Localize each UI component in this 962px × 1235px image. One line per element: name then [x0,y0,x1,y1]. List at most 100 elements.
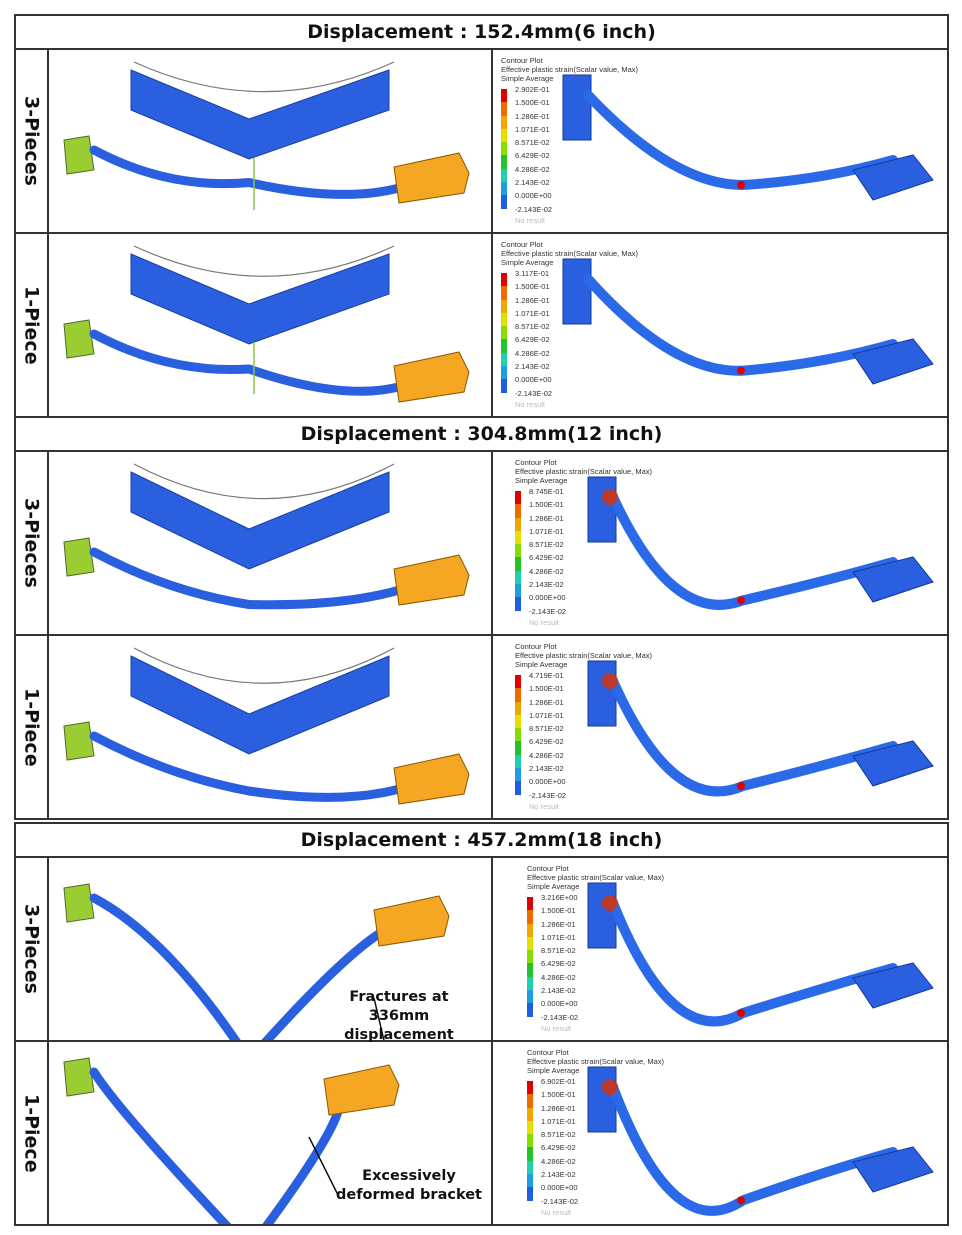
legend-color-swatch [515,504,521,518]
deformation-svg [63,463,470,610]
deformation-svg [63,1057,400,1224]
legend-value: -2.143E-02 [501,203,638,216]
contour-legend: Contour Plot Effective plastic strain(Sca… [515,642,652,811]
bracket-strain-spot [602,1079,618,1095]
row-label-text: 3-Pieces [20,498,43,588]
legend-color-swatch [515,491,521,505]
row-label: 1-Piece [16,234,49,416]
left-bracket-shape [63,1057,95,1097]
legend-value-text: 1.286E-01 [541,919,576,929]
legend-value-text: 8.571E-02 [541,1130,576,1140]
left-bracket-shape [63,135,95,175]
legend-method: Simple Average [515,476,568,485]
legend-value: 1.500E-01 [501,280,638,300]
legend-value: 3.216E+00 [527,891,664,911]
left-bracket-shape [63,883,95,923]
beam-shape [89,893,394,1040]
legend-color-swatch [527,1107,533,1121]
legend-value-text: 0.000E+00 [529,593,566,603]
legend-value: 3.117E-01 [501,267,638,287]
legend-value-text: 1.500E-01 [515,98,550,108]
legend-value: 8.571E-02 [501,320,638,340]
legend-method: Simple Average [501,258,554,267]
legend-value: 4.286E-02 [501,347,638,367]
right-bracket-shape [393,753,470,805]
contour-svg [587,476,934,610]
legend-value-text: 1.286E-01 [515,295,550,305]
legend-value: 0.000E+00 [515,591,652,611]
legend-value-text: 4.286E-02 [529,750,564,760]
reference-arc [133,245,395,277]
legend-value-text: 1.286E-01 [529,697,564,707]
legend-value: 1.286E-01 [515,696,652,715]
legend-color-swatch [501,286,507,300]
row-label: 1-Piece [16,636,49,818]
legend-value-text: 6.429E-02 [515,335,550,345]
legend-color-swatch [527,1081,533,1095]
deformation-view: Fractures at 336mm displacement [49,858,493,1043]
legend-value: 1.071E-01 [501,123,638,143]
zoom-inset-beam [130,655,390,755]
contour-svg [562,258,934,385]
left-bracket-contour [562,258,592,325]
legend-value: 1.071E-01 [515,709,652,729]
legend-value-text: 6.429E-02 [529,553,564,563]
legend-value-text: 1.071E-01 [529,526,564,536]
legend-value-text: 1.071E-01 [541,1116,576,1126]
left-bracket-shape [63,721,95,761]
legend-value-text: 6.429E-02 [515,151,550,161]
legend-color-swatch [501,128,507,143]
bracket-strain-spot [602,895,618,911]
legend-value: 2.143E-02 [501,176,638,196]
legend-value-text: 4.719E-01 [529,671,564,680]
left-bracket-contour [587,660,617,727]
beam-shape [89,731,414,802]
row-label: 3-Pieces [16,452,49,634]
deformation-view [49,50,493,232]
beam-contour [608,676,898,797]
legend-value-text: 8.571E-02 [529,724,564,734]
right-bracket-contour [852,962,934,1009]
legend-value: 1.071E-01 [527,931,664,951]
legend-value-text: 2.143E-02 [515,362,550,372]
high-strain-spot [737,181,745,189]
legend-color-swatch [501,168,507,183]
legend-value: 4.286E-02 [501,163,638,183]
legend-color-swatch [515,688,521,702]
legend-value-text: 0.000E+00 [541,1183,578,1193]
legend-value-text: -2.143E-02 [529,606,567,616]
legend-no-result: No result [529,801,560,811]
legend-title: Contour Plot [501,240,543,249]
bracket-strain-spot [602,489,618,505]
legend-value-text: 1.500E-01 [515,282,550,292]
legend-value: 8.571E-02 [527,944,664,964]
legend-color-swatch [527,1174,533,1188]
row-label-text: 1-Piece [20,687,43,767]
legend-color-swatch [515,597,521,611]
deformation-svg [63,883,450,1040]
legend-value: 8.571E-02 [515,722,652,742]
legend-value-text: 1.071E-01 [529,710,564,720]
legend-value-text: 1.500E-01 [529,684,564,694]
deformation-view [49,234,493,416]
reference-arc [133,647,395,684]
legend-value-text: 2.902E-01 [515,85,550,94]
legend-value: 6.429E-02 [527,1141,664,1161]
legend-quantity: Effective plastic strain(Scalar value, M… [515,651,652,660]
legend-color-swatch [515,701,521,715]
legend-value: 1.286E-01 [515,512,652,531]
legend-value: 6.429E-02 [527,957,664,977]
legend-value: 4.286E-02 [515,749,652,769]
left-bracket-contour [587,476,617,543]
legend-color-swatch [515,530,521,545]
row-label-text: 1-Piece [20,285,43,365]
beam-contour [608,492,898,610]
contour-svg [562,74,934,201]
contour-view: Contour Plot Effective plastic strain(Sca… [493,234,947,416]
right-bracket-contour [852,338,934,385]
legend-value-text: 1.286E-01 [515,111,550,121]
left-bracket-contour [587,1066,617,1133]
result-row: 3-Pieces Contour Plot Effective plastic st… [16,452,947,636]
legend-value: 6.429E-02 [515,735,652,755]
legend-color-swatch [501,326,507,340]
